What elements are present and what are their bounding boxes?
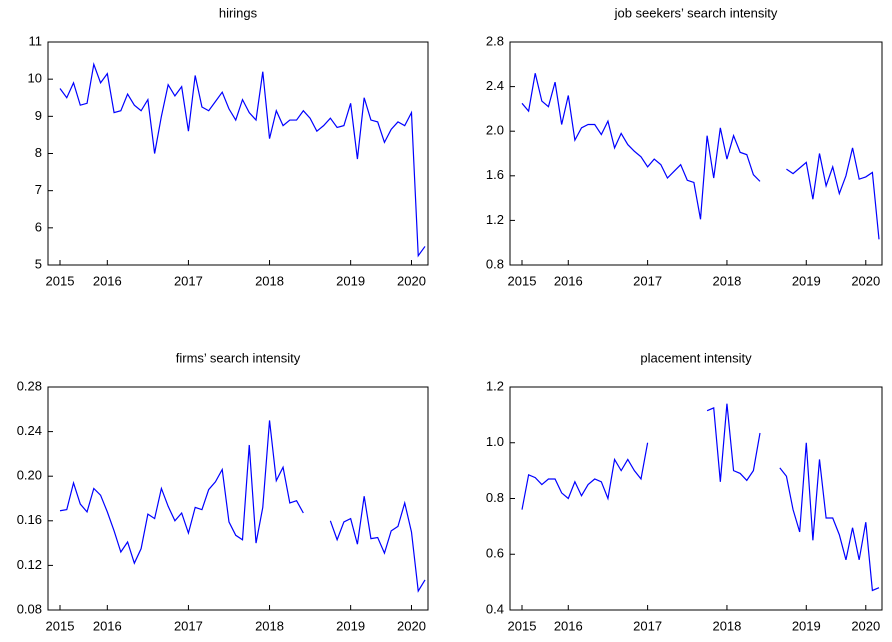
chart-title: job seekers’ search intensity (614, 5, 778, 20)
y-tick-label: 2.4 (486, 78, 504, 93)
x-tick-label: 2017 (174, 273, 203, 288)
y-tick-label: 1.2 (486, 212, 504, 227)
y-tick-label: 0.16 (17, 512, 42, 527)
y-tick-label: 5 (35, 256, 42, 271)
x-tick-label: 2019 (792, 618, 821, 633)
x-tick-label: 2019 (336, 273, 365, 288)
y-tick-label: 8 (35, 145, 42, 160)
plot-frame (509, 386, 883, 611)
data-line (521, 73, 880, 240)
y-tick-label: 0.12 (17, 557, 42, 572)
x-tick-label: 2018 (712, 618, 741, 633)
x-tick-label: 2018 (255, 273, 284, 288)
x-tick-label: 2016 (554, 618, 583, 633)
x-tick-label: 2020 (851, 273, 880, 288)
y-tick-label: 1.6 (486, 167, 504, 182)
y-tick-label: 9 (35, 108, 42, 123)
y-tick-label: 11 (29, 33, 43, 48)
x-tick-label: 2020 (851, 618, 880, 633)
y-tick-label: 6 (35, 219, 42, 234)
y-tick-label: 0.8 (486, 256, 504, 271)
x-tick-label: 2018 (712, 273, 741, 288)
x-tick-label: 2017 (174, 618, 203, 633)
y-tick-label: 2.8 (486, 33, 504, 48)
x-tick-label: 2017 (633, 618, 662, 633)
chart-title: hirings (219, 5, 258, 20)
x-tick-label: 2015 (46, 618, 75, 633)
x-tick-label: 2019 (336, 618, 365, 633)
chart-title: placement intensity (640, 350, 752, 365)
x-tick-label: 2015 (508, 618, 537, 633)
data-line (59, 420, 426, 593)
x-tick-label: 2015 (508, 273, 537, 288)
x-tick-label: 2016 (554, 273, 583, 288)
plot-frame (509, 41, 883, 266)
y-tick-label: 0.8 (486, 490, 504, 505)
y-tick-label: 0.6 (486, 546, 504, 561)
x-tick-label: 2017 (633, 273, 662, 288)
plot-frame (47, 41, 429, 266)
data-line (59, 61, 426, 258)
y-tick-label: 0.4 (486, 601, 504, 616)
x-tick-label: 2016 (93, 273, 122, 288)
y-tick-label: 1.2 (486, 378, 504, 393)
x-tick-label: 2020 (397, 273, 426, 288)
y-tick-label: 7 (35, 182, 42, 197)
y-tick-label: 0.20 (17, 468, 42, 483)
plot-frame (47, 386, 429, 611)
chart-title: firms’ search intensity (176, 350, 301, 365)
x-tick-label: 2020 (397, 618, 426, 633)
y-tick-label: 1.0 (486, 434, 504, 449)
x-tick-label: 2016 (93, 618, 122, 633)
x-tick-label: 2019 (792, 273, 821, 288)
x-tick-label: 2015 (46, 273, 75, 288)
y-tick-label: 0.28 (17, 378, 42, 393)
data-line (521, 403, 880, 592)
y-tick-label: 0.24 (17, 423, 42, 438)
x-tick-label: 2018 (255, 618, 284, 633)
y-tick-label: 0.08 (17, 601, 42, 616)
y-tick-label: 10 (28, 71, 42, 86)
y-tick-label: 2.0 (486, 123, 504, 138)
